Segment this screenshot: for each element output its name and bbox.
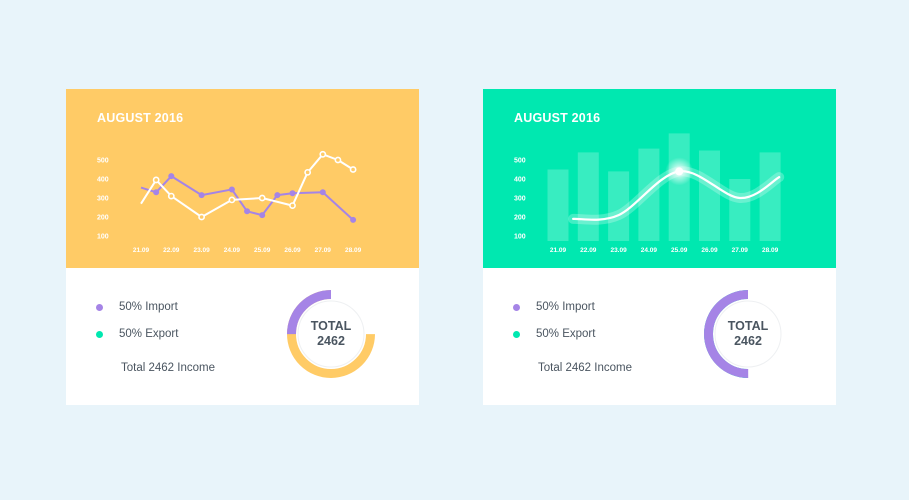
- chart-header-yellow: 500 400 300 200 100 21.09 22.09 23.09 24.09 25.09…: [66, 89, 419, 268]
- bar: [699, 150, 720, 241]
- y-tick-label: 300: [97, 196, 109, 203]
- data-point: [244, 208, 251, 215]
- bar: [547, 169, 569, 241]
- card-title: AUGUST 2016: [514, 111, 601, 125]
- donut-total-value: 2462: [734, 334, 762, 348]
- bar: [638, 148, 660, 241]
- x-tick-label: 28.09: [762, 247, 779, 254]
- total-income: Total 2462 Income: [121, 362, 215, 374]
- data-point: [319, 150, 327, 158]
- x-tick-label: 21.09: [133, 247, 150, 254]
- donut-label: TOTAL 2462: [702, 288, 794, 380]
- total-income: Total 2462 Income: [538, 362, 632, 374]
- donut-import-segment: [704, 290, 792, 378]
- legend-import: 50% Import: [96, 300, 178, 314]
- legend-import-label: 50% Import: [536, 301, 595, 313]
- data-point: [319, 189, 326, 196]
- chart-header-green: 500 400 300 200 100 21.09 22.09 23.09 24.09 25.09…: [483, 89, 836, 268]
- x-tick-label: 25.09: [671, 247, 688, 254]
- donut-inner: [297, 300, 365, 368]
- data-point: [304, 168, 312, 176]
- y-tick-label: 400: [97, 177, 109, 184]
- x-tick-label: 26.09: [284, 247, 301, 254]
- y-tick-label: 500: [97, 158, 109, 165]
- donut-svg: [704, 290, 792, 378]
- x-tick-label: 23.09: [610, 247, 627, 254]
- bar-chart: 500 400 300 200 100 21.09 22.09 23.09 24.09 25.09…: [514, 133, 785, 254]
- series-line-1: [140, 153, 354, 218]
- data-point: [334, 156, 342, 164]
- data-point: [349, 166, 357, 173]
- legend-export: 50% Export: [96, 327, 178, 341]
- bar: [729, 179, 751, 241]
- x-tick-label: 21.09: [550, 247, 567, 254]
- import-dot-icon: [96, 303, 103, 311]
- data-point: [228, 186, 235, 193]
- legend-export-label: 50% Export: [536, 328, 596, 340]
- data-point: [167, 192, 175, 200]
- y-tick-label: 100: [97, 234, 109, 241]
- y-tick-label: 500: [514, 158, 526, 165]
- bar: [577, 152, 599, 241]
- donut-svg: [287, 290, 375, 378]
- donut-inner: [714, 300, 782, 368]
- donut-import-segment: [287, 290, 375, 378]
- export-dot-icon: [96, 330, 103, 338]
- import-dot-icon: [513, 303, 520, 311]
- bar: [668, 133, 690, 241]
- data-point: [274, 192, 281, 199]
- bar: [608, 171, 630, 241]
- peak-point: [675, 167, 684, 176]
- x-tick-label: 23.09: [193, 247, 210, 254]
- data-point: [152, 176, 160, 184]
- line-chart: 500 400 300 200 100 21.09 22.09 23.09 24.09 25.09…: [97, 150, 362, 254]
- data-point: [258, 194, 266, 202]
- y-tick-label: 300: [514, 196, 526, 203]
- card-green: 500 400 300 200 100 21.09 22.09 23.09 24.09 25.09…: [483, 89, 836, 405]
- data-point: [289, 202, 296, 209]
- data-point: [350, 216, 357, 223]
- card-yellow: 500 400 300 200 100 21.09 22.09 23.09 24.09 25.09…: [66, 89, 419, 405]
- x-tick-label: 26.09: [701, 247, 718, 254]
- x-tick-label: 22.09: [163, 247, 180, 254]
- data-point: [168, 173, 175, 180]
- x-tick-label: 25.09: [254, 247, 271, 254]
- x-tick-label: 24.09: [224, 247, 241, 254]
- data-point: [289, 190, 296, 197]
- x-tick-label: 27.09: [732, 247, 749, 254]
- data-point: [198, 192, 205, 199]
- donut-total-label: TOTAL: [310, 319, 352, 333]
- legend-export-label: 50% Export: [119, 328, 179, 340]
- donut-total-label: TOTAL: [727, 319, 769, 333]
- data-point: [198, 213, 205, 221]
- y-tick-label: 100: [514, 234, 526, 241]
- y-tick-label: 200: [514, 215, 526, 222]
- data-point: [228, 196, 236, 204]
- x-tick-label: 27.09: [315, 247, 332, 254]
- y-tick-label: 200: [97, 215, 109, 222]
- x-tick-label: 28.09: [345, 247, 362, 254]
- legend-import-label: 50% Import: [119, 301, 178, 313]
- donut-chart: TOTAL 2462: [285, 288, 377, 380]
- legend-import: 50% Import: [513, 300, 595, 314]
- data-point: [259, 212, 266, 219]
- donut-label: TOTAL 2462: [285, 288, 377, 380]
- bar: [759, 152, 781, 241]
- donut-total-value: 2462: [317, 334, 345, 348]
- legend-export: 50% Export: [513, 327, 595, 341]
- donut-chart: TOTAL 2462: [702, 288, 794, 380]
- x-tick-label: 24.09: [641, 247, 658, 254]
- y-tick-label: 400: [514, 177, 526, 184]
- data-point: [153, 189, 160, 196]
- export-dot-icon: [513, 330, 520, 338]
- x-tick-label: 22.09: [580, 247, 597, 254]
- card-title: AUGUST 2016: [97, 111, 184, 125]
